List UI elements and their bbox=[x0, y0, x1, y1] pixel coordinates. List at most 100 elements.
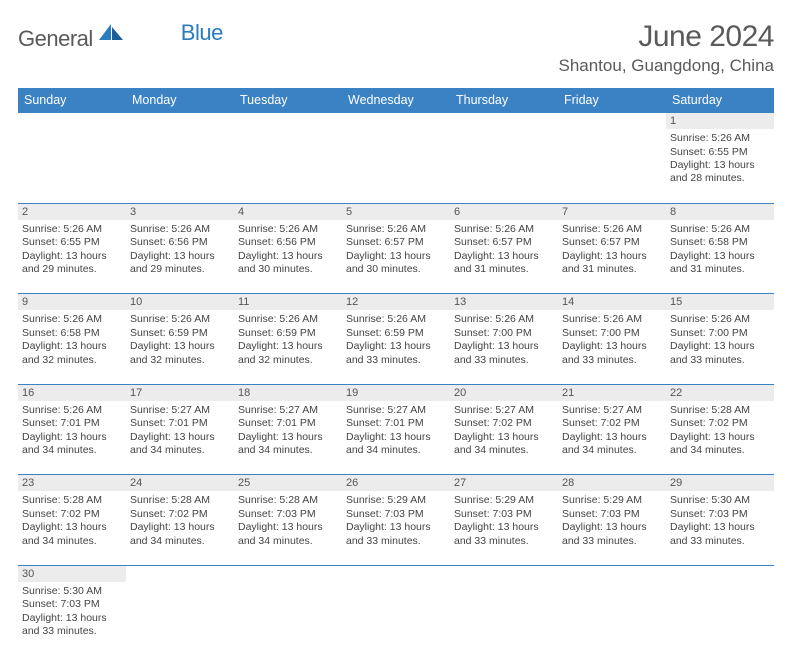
day-number: 17 bbox=[126, 384, 234, 401]
day-details: Sunrise: 5:26 AMSunset: 7:00 PMDaylight:… bbox=[666, 310, 774, 384]
weekday-header: Friday bbox=[558, 88, 666, 113]
day-details bbox=[450, 582, 558, 656]
day-number bbox=[18, 113, 126, 130]
day-details: Sunrise: 5:26 AMSunset: 6:56 PMDaylight:… bbox=[126, 220, 234, 294]
day-number: 3 bbox=[126, 203, 234, 220]
day-details: Sunrise: 5:26 AMSunset: 7:00 PMDaylight:… bbox=[558, 310, 666, 384]
day-details: Sunrise: 5:26 AMSunset: 6:57 PMDaylight:… bbox=[450, 220, 558, 294]
day-details-row: Sunrise: 5:28 AMSunset: 7:02 PMDaylight:… bbox=[18, 491, 774, 565]
day-number bbox=[126, 113, 234, 130]
weekday-header: Monday bbox=[126, 88, 234, 113]
day-number: 29 bbox=[666, 475, 774, 492]
weekday-header: Wednesday bbox=[342, 88, 450, 113]
day-number-row: 30 bbox=[18, 565, 774, 582]
weekday-header: Sunday bbox=[18, 88, 126, 113]
day-number: 6 bbox=[450, 203, 558, 220]
day-details bbox=[234, 582, 342, 656]
day-details bbox=[558, 129, 666, 203]
day-number bbox=[558, 565, 666, 582]
logo-sail-icon bbox=[97, 22, 125, 47]
day-details: Sunrise: 5:27 AMSunset: 7:01 PMDaylight:… bbox=[234, 401, 342, 475]
day-number-row: 16171819202122 bbox=[18, 384, 774, 401]
day-number: 22 bbox=[666, 384, 774, 401]
day-details bbox=[342, 582, 450, 656]
day-details-row: Sunrise: 5:30 AMSunset: 7:03 PMDaylight:… bbox=[18, 582, 774, 656]
month-title: June 2024 bbox=[558, 20, 774, 54]
day-number bbox=[450, 565, 558, 582]
day-details: Sunrise: 5:26 AMSunset: 6:55 PMDaylight:… bbox=[666, 129, 774, 203]
day-details: Sunrise: 5:26 AMSunset: 6:57 PMDaylight:… bbox=[558, 220, 666, 294]
day-number-row: 1 bbox=[18, 113, 774, 130]
day-number: 1 bbox=[666, 113, 774, 130]
day-number: 26 bbox=[342, 475, 450, 492]
day-number bbox=[342, 113, 450, 130]
logo-text-main: General bbox=[18, 26, 93, 52]
day-details bbox=[18, 129, 126, 203]
day-details: Sunrise: 5:28 AMSunset: 7:03 PMDaylight:… bbox=[234, 491, 342, 565]
day-details: Sunrise: 5:26 AMSunset: 6:58 PMDaylight:… bbox=[666, 220, 774, 294]
day-details-row: Sunrise: 5:26 AMSunset: 6:55 PMDaylight:… bbox=[18, 129, 774, 203]
day-number: 27 bbox=[450, 475, 558, 492]
calendar-table: Sunday Monday Tuesday Wednesday Thursday… bbox=[18, 88, 774, 656]
day-details-row: Sunrise: 5:26 AMSunset: 6:55 PMDaylight:… bbox=[18, 220, 774, 294]
day-details: Sunrise: 5:26 AMSunset: 6:59 PMDaylight:… bbox=[126, 310, 234, 384]
day-number: 7 bbox=[558, 203, 666, 220]
day-details: Sunrise: 5:26 AMSunset: 6:56 PMDaylight:… bbox=[234, 220, 342, 294]
day-details: Sunrise: 5:27 AMSunset: 7:02 PMDaylight:… bbox=[450, 401, 558, 475]
day-number: 4 bbox=[234, 203, 342, 220]
day-number-row: 9101112131415 bbox=[18, 294, 774, 311]
day-number: 25 bbox=[234, 475, 342, 492]
day-details bbox=[558, 582, 666, 656]
day-details: Sunrise: 5:28 AMSunset: 7:02 PMDaylight:… bbox=[126, 491, 234, 565]
location: Shantou, Guangdong, China bbox=[558, 56, 774, 76]
day-details: Sunrise: 5:29 AMSunset: 7:03 PMDaylight:… bbox=[558, 491, 666, 565]
day-details: Sunrise: 5:28 AMSunset: 7:02 PMDaylight:… bbox=[18, 491, 126, 565]
day-details: Sunrise: 5:26 AMSunset: 6:57 PMDaylight:… bbox=[342, 220, 450, 294]
day-details bbox=[666, 582, 774, 656]
day-number bbox=[450, 113, 558, 130]
day-number-row: 2345678 bbox=[18, 203, 774, 220]
day-details: Sunrise: 5:26 AMSunset: 6:55 PMDaylight:… bbox=[18, 220, 126, 294]
day-details-row: Sunrise: 5:26 AMSunset: 6:58 PMDaylight:… bbox=[18, 310, 774, 384]
day-details: Sunrise: 5:29 AMSunset: 7:03 PMDaylight:… bbox=[342, 491, 450, 565]
day-details: Sunrise: 5:28 AMSunset: 7:02 PMDaylight:… bbox=[666, 401, 774, 475]
day-number: 19 bbox=[342, 384, 450, 401]
day-details-row: Sunrise: 5:26 AMSunset: 7:01 PMDaylight:… bbox=[18, 401, 774, 475]
day-number: 9 bbox=[18, 294, 126, 311]
day-number: 15 bbox=[666, 294, 774, 311]
logo-text-sub: Blue bbox=[181, 20, 223, 46]
title-block: June 2024 Shantou, Guangdong, China bbox=[558, 20, 774, 76]
day-details: Sunrise: 5:29 AMSunset: 7:03 PMDaylight:… bbox=[450, 491, 558, 565]
day-details: Sunrise: 5:26 AMSunset: 7:00 PMDaylight:… bbox=[450, 310, 558, 384]
day-details: Sunrise: 5:30 AMSunset: 7:03 PMDaylight:… bbox=[666, 491, 774, 565]
day-number: 5 bbox=[342, 203, 450, 220]
day-number bbox=[234, 113, 342, 130]
day-number: 10 bbox=[126, 294, 234, 311]
day-details bbox=[342, 129, 450, 203]
day-details bbox=[126, 129, 234, 203]
day-number bbox=[342, 565, 450, 582]
day-number bbox=[234, 565, 342, 582]
weekday-header-row: Sunday Monday Tuesday Wednesday Thursday… bbox=[18, 88, 774, 113]
day-details bbox=[234, 129, 342, 203]
day-number: 24 bbox=[126, 475, 234, 492]
day-number: 23 bbox=[18, 475, 126, 492]
day-details bbox=[450, 129, 558, 203]
weekday-header: Saturday bbox=[666, 88, 774, 113]
day-number: 2 bbox=[18, 203, 126, 220]
logo: General Blue bbox=[18, 26, 171, 52]
day-details bbox=[126, 582, 234, 656]
day-number: 14 bbox=[558, 294, 666, 311]
day-details: Sunrise: 5:30 AMSunset: 7:03 PMDaylight:… bbox=[18, 582, 126, 656]
day-number bbox=[126, 565, 234, 582]
day-details: Sunrise: 5:26 AMSunset: 6:58 PMDaylight:… bbox=[18, 310, 126, 384]
day-number: 16 bbox=[18, 384, 126, 401]
day-number: 30 bbox=[18, 565, 126, 582]
day-number bbox=[666, 565, 774, 582]
header: General Blue June 2024 Shantou, Guangdon… bbox=[18, 20, 774, 76]
day-number: 13 bbox=[450, 294, 558, 311]
day-details: Sunrise: 5:26 AMSunset: 6:59 PMDaylight:… bbox=[342, 310, 450, 384]
day-number bbox=[558, 113, 666, 130]
day-number: 18 bbox=[234, 384, 342, 401]
day-details: Sunrise: 5:27 AMSunset: 7:02 PMDaylight:… bbox=[558, 401, 666, 475]
